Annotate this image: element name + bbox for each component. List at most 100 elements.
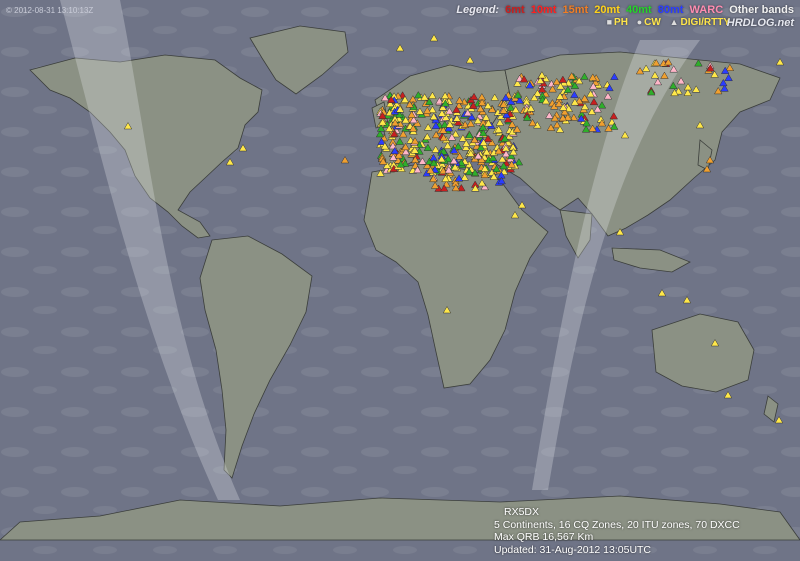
continents [0, 25, 800, 541]
qso-spot [725, 63, 735, 71]
qso-spot [669, 65, 678, 73]
qso-spot [652, 58, 661, 67]
qso-spot [702, 165, 712, 173]
qso-spot [501, 149, 511, 158]
qso-spot [669, 81, 678, 89]
square-icon: ■ [606, 17, 613, 27]
qso-spot [451, 129, 460, 138]
qso-spot [473, 151, 483, 160]
qso-spot [694, 59, 703, 67]
qso-spot [494, 125, 503, 133]
qso-spot [420, 93, 429, 101]
qso-spot [525, 81, 535, 89]
qso-spot [441, 174, 450, 182]
qso-spot [526, 104, 536, 112]
qso-spot [438, 166, 448, 175]
mode-ph: PH [614, 17, 628, 28]
qso-spot [418, 157, 427, 165]
qso-spot [546, 123, 556, 131]
qso-spot [447, 133, 457, 141]
qso-spot [483, 101, 493, 109]
qso-spot [429, 174, 438, 183]
qso-spot [570, 90, 579, 98]
qso-spot [577, 114, 586, 122]
hrdlog-logo: HRDLOG.net [726, 17, 794, 29]
qso-spot [437, 155, 446, 163]
qso-spot [390, 146, 400, 155]
qso-spot [439, 133, 448, 142]
qso-spot [570, 81, 580, 89]
qso-spot [469, 101, 478, 109]
qso-spot [513, 91, 523, 99]
qso-spot [537, 71, 547, 79]
qso-spot [484, 119, 493, 127]
qso-spot [454, 174, 464, 182]
qso-spot [641, 64, 651, 72]
qso-spot [395, 105, 405, 113]
qso-spot [555, 125, 565, 133]
qso-spot [560, 107, 569, 116]
qso-spot [515, 96, 524, 104]
qso-spot [774, 416, 784, 424]
legend-band-warc: WARC [689, 4, 724, 16]
mode-cw: CW [644, 17, 661, 28]
station-callsign: RX5DX [504, 506, 540, 518]
qso-spot [724, 73, 733, 82]
qso-spot [775, 58, 785, 66]
qso-spot [466, 149, 476, 157]
qso-spot [386, 95, 396, 103]
qso-spot [469, 92, 479, 100]
qso-spot [376, 124, 386, 132]
qso-spot [454, 118, 463, 126]
qso-spot [461, 139, 471, 147]
qso-spot [695, 121, 705, 129]
qso-spot [580, 72, 589, 80]
qso-spot [604, 124, 613, 132]
qso-spot [225, 158, 235, 166]
qso-spot [423, 106, 432, 114]
qso-spot [511, 105, 520, 114]
qso-spot [507, 151, 516, 160]
qso-spot [519, 75, 529, 83]
qso-spot [466, 119, 475, 127]
qso-spot [440, 91, 450, 99]
legend-title: Legend: [456, 4, 500, 16]
qso-spot [605, 83, 614, 92]
qso-spot [463, 108, 472, 117]
qso-spot [586, 89, 595, 98]
qso-spot [452, 105, 461, 113]
legend-band-80mt: 80mt [657, 4, 684, 16]
qso-spot [555, 92, 565, 100]
qso-spot [467, 112, 476, 121]
qso-spot [676, 76, 686, 85]
timestamp-stamp: © 2012-08-31 13:10:13Z [6, 6, 94, 15]
qso-spot [441, 99, 450, 107]
qso-spot [415, 107, 425, 115]
qso-spot [548, 85, 557, 93]
qso-spot [720, 66, 730, 74]
qso-spot [414, 91, 423, 99]
qso-spot [710, 70, 719, 78]
legend-band-6mt: 6mt [505, 4, 525, 16]
mode-legend: ■ PH ● CW ▲ DIGI/RTTY [601, 17, 730, 28]
qso-spot [378, 157, 388, 165]
qso-spot [720, 84, 729, 92]
asia [477, 51, 781, 237]
qso-spot [464, 167, 474, 176]
qso-spot [482, 148, 491, 156]
qso-spot [487, 105, 497, 113]
qso-spot [401, 142, 410, 151]
qso-spot [431, 145, 440, 153]
qso-spot [408, 124, 418, 132]
qso-spot [455, 152, 464, 160]
qso-spot [395, 44, 405, 52]
qso-spot [477, 98, 487, 106]
qso-spot [400, 95, 410, 103]
qso-spot [476, 143, 486, 151]
qso-spot [428, 91, 437, 99]
circle-icon: ● [636, 17, 643, 27]
south-america [199, 235, 313, 479]
qso-spot [530, 93, 539, 101]
qso-spot [514, 158, 524, 166]
qso-spot [528, 118, 537, 127]
